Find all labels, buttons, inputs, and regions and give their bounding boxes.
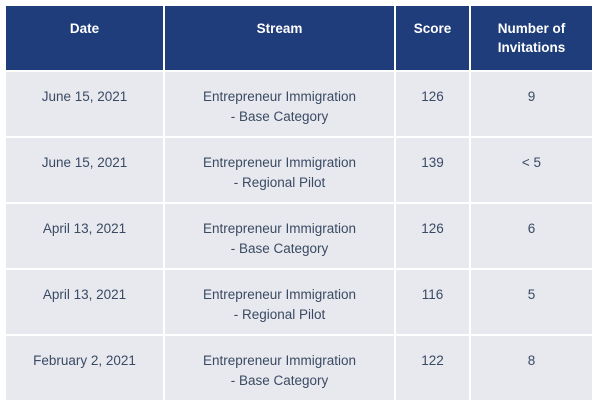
cell-score: 126	[396, 72, 469, 136]
cell-invitations: 6	[471, 204, 592, 268]
cell-date: June 15, 2021	[6, 72, 163, 136]
cell-stream-line2: - Regional Pilot	[233, 307, 326, 322]
cell-stream: Entrepreneur Immigration - Base Category	[165, 72, 394, 136]
table-row: April 13, 2021 Entrepreneur Immigration …	[6, 204, 592, 268]
cell-stream-line1: Entrepreneur Immigration	[202, 221, 357, 236]
cell-score: 126	[396, 204, 469, 268]
invitations-table-container: Date Stream Score Number of Invitations …	[4, 4, 594, 402]
cell-date: February 2, 2021	[6, 336, 163, 400]
cell-stream-line1: Entrepreneur Immigration	[202, 89, 357, 104]
cell-stream-line2: - Base Category	[230, 109, 329, 124]
cell-stream-line1: Entrepreneur Immigration	[202, 287, 357, 302]
table-row: June 15, 2021 Entrepreneur Immigration -…	[6, 138, 592, 202]
cell-score: 139	[396, 138, 469, 202]
table-row: February 2, 2021 Entrepreneur Immigratio…	[6, 336, 592, 400]
cell-stream: Entrepreneur Immigration - Base Category	[165, 204, 394, 268]
header-date: Date	[6, 6, 163, 70]
cell-stream-line2: - Regional Pilot	[233, 175, 326, 190]
cell-invitations: < 5	[471, 138, 592, 202]
header-invitations-line1: Number of	[497, 21, 566, 36]
cell-date: June 15, 2021	[6, 138, 163, 202]
table-header: Date Stream Score Number of Invitations	[6, 6, 592, 70]
table-row: April 13, 2021 Entrepreneur Immigration …	[6, 270, 592, 334]
header-invitations: Number of Invitations	[471, 6, 592, 70]
cell-stream: Entrepreneur Immigration - Base Category	[165, 336, 394, 400]
cell-stream: Entrepreneur Immigration - Regional Pilo…	[165, 270, 394, 334]
cell-stream-line1: Entrepreneur Immigration	[202, 155, 357, 170]
header-row: Date Stream Score Number of Invitations	[6, 6, 592, 70]
cell-invitations: 8	[471, 336, 592, 400]
invitations-table: Date Stream Score Number of Invitations …	[4, 4, 594, 402]
table-body: June 15, 2021 Entrepreneur Immigration -…	[6, 72, 592, 400]
cell-score: 122	[396, 336, 469, 400]
cell-date: April 13, 2021	[6, 270, 163, 334]
header-stream: Stream	[165, 6, 394, 70]
cell-score: 116	[396, 270, 469, 334]
cell-invitations: 5	[471, 270, 592, 334]
cell-date: April 13, 2021	[6, 204, 163, 268]
cell-stream-line1: Entrepreneur Immigration	[202, 353, 357, 368]
cell-stream: Entrepreneur Immigration - Regional Pilo…	[165, 138, 394, 202]
header-score: Score	[396, 6, 469, 70]
cell-stream-line2: - Base Category	[230, 373, 329, 388]
cell-stream-line2: - Base Category	[230, 241, 329, 256]
cell-invitations: 9	[471, 72, 592, 136]
header-invitations-line2: Invitations	[497, 40, 566, 55]
table-row: June 15, 2021 Entrepreneur Immigration -…	[6, 72, 592, 136]
